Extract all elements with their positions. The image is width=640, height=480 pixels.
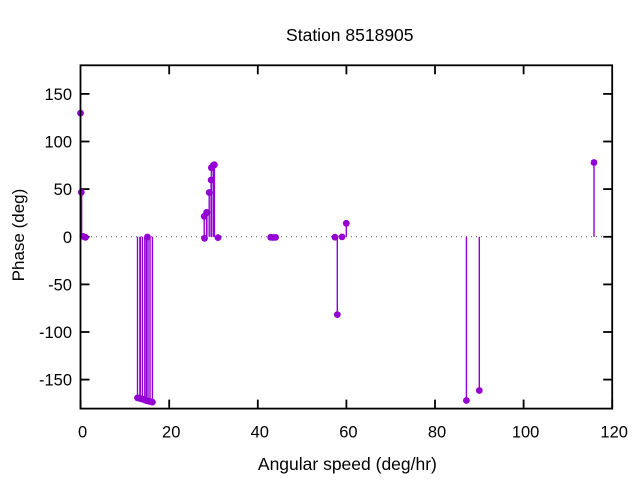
svg-text:-50: -50 [48, 277, 72, 295]
svg-text:100: 100 [44, 134, 72, 152]
svg-text:50: 50 [54, 181, 72, 199]
svg-text:0: 0 [63, 229, 72, 247]
svg-text:150: 150 [44, 86, 72, 104]
svg-text:80: 80 [428, 424, 446, 442]
svg-text:120: 120 [600, 424, 628, 442]
svg-text:-100: -100 [39, 324, 72, 342]
svg-text:20: 20 [162, 424, 180, 442]
svg-text:100: 100 [512, 424, 540, 442]
svg-text:-150: -150 [39, 372, 72, 390]
svg-text:0: 0 [78, 424, 87, 442]
svg-text:Angular speed (deg/hr): Angular speed (deg/hr) [258, 454, 437, 474]
svg-text:Station 8518905: Station 8518905 [286, 25, 413, 45]
svg-text:60: 60 [339, 424, 357, 442]
svg-text:40: 40 [251, 424, 269, 442]
svg-text:Phase (deg): Phase (deg) [9, 189, 28, 282]
